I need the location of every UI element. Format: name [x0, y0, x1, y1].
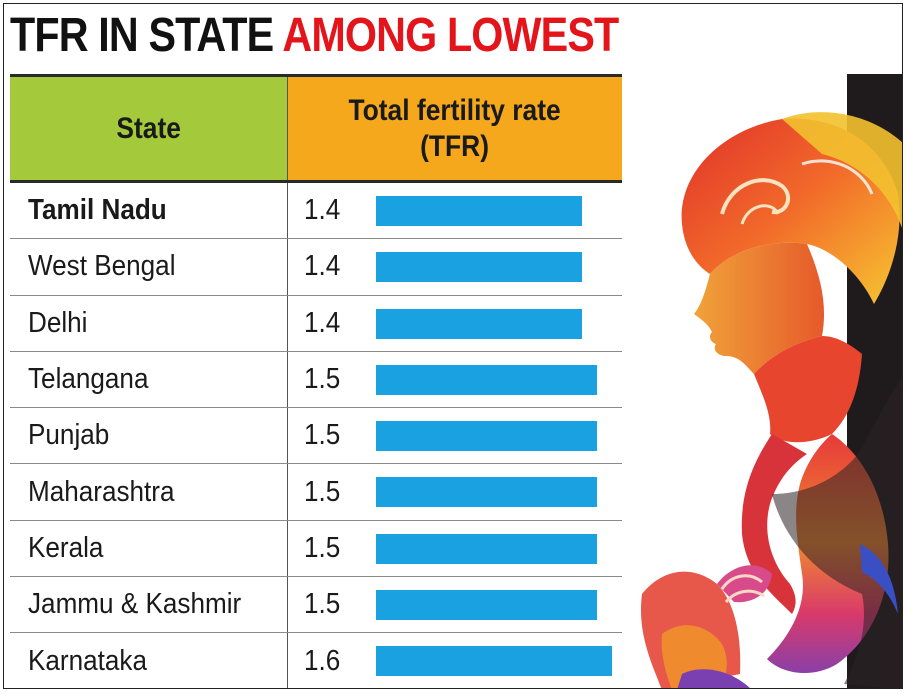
column-divider: [287, 239, 288, 295]
tfr-bar: [376, 364, 597, 395]
infographic-frame: TFR IN STATE AMONG LOWEST: [3, 3, 903, 689]
table-row: Tamil Nadu 1.4: [10, 183, 622, 240]
tfr-table: State Total fertility rate (TFR) Tamil N…: [10, 74, 622, 688]
header-tfr-label: Total fertility rate (TFR): [348, 93, 562, 163]
tfr-value-label: 1.5: [304, 588, 341, 621]
tfr-bar: [376, 646, 612, 677]
tfr-bar: [376, 477, 597, 508]
table-row: Delhi 1.4: [10, 295, 622, 352]
chart-title: TFR IN STATE AMONG LOWEST: [10, 8, 619, 68]
header-state-label: State: [116, 111, 181, 145]
tfr-value-label: 1.4: [304, 306, 341, 339]
state-name: Telangana: [28, 363, 149, 396]
tfr-bar: [376, 196, 582, 226]
state-name: Jammu & Kashmir: [28, 588, 242, 621]
table-row: Telangana 1.5: [10, 351, 622, 409]
tfr-bar: [376, 308, 582, 339]
title-part-dark: TFR IN STATE: [10, 9, 274, 62]
column-divider: [287, 351, 288, 408]
header-divider: [10, 180, 622, 183]
state-name: Maharashtra: [28, 475, 175, 508]
state-name: Delhi: [28, 306, 88, 339]
column-divider: [287, 633, 288, 688]
table-row: Maharashtra 1.5: [10, 464, 622, 521]
header-state: State: [10, 77, 288, 180]
pregnant-woman-illustration: [641, 112, 902, 688]
state-name: Kerala: [28, 531, 104, 564]
column-divider: [287, 577, 288, 633]
title-part-red: AMONG LOWEST: [282, 9, 619, 62]
column-divider: [287, 520, 288, 577]
state-name: West Bengal: [28, 250, 176, 283]
column-divider: [287, 183, 288, 239]
table-row: Punjab 1.5: [10, 408, 622, 465]
table-row: West Bengal 1.4: [10, 239, 622, 296]
tfr-bar: [376, 590, 597, 621]
state-name: Karnataka: [28, 644, 147, 677]
state-name: Tamil Nadu: [28, 194, 167, 227]
table-row: Kerala 1.5: [10, 520, 622, 578]
table-row: Jammu & Kashmir 1.5: [10, 577, 622, 634]
tfr-value-label: 1.5: [304, 475, 341, 508]
tfr-value-label: 1.4: [304, 250, 341, 283]
tfr-value-label: 1.4: [304, 194, 341, 227]
tfr-bar: [376, 252, 582, 283]
column-divider: [287, 295, 288, 351]
header-tfr: Total fertility rate (TFR): [288, 77, 622, 180]
tfr-value-label: 1.6: [304, 644, 341, 677]
state-name: Punjab: [28, 419, 110, 452]
column-divider: [287, 464, 288, 520]
table-row: Karnataka 1.6: [10, 633, 622, 688]
tfr-bar: [376, 533, 597, 564]
tfr-value-label: 1.5: [304, 531, 341, 564]
column-divider: [287, 408, 288, 464]
tfr-value-label: 1.5: [304, 419, 341, 452]
tfr-value-label: 1.5: [304, 363, 341, 396]
table-body: Tamil Nadu 1.4 West Bengal 1.4 Delhi 1.4 Telan…: [10, 183, 622, 688]
tfr-bar: [376, 421, 597, 452]
